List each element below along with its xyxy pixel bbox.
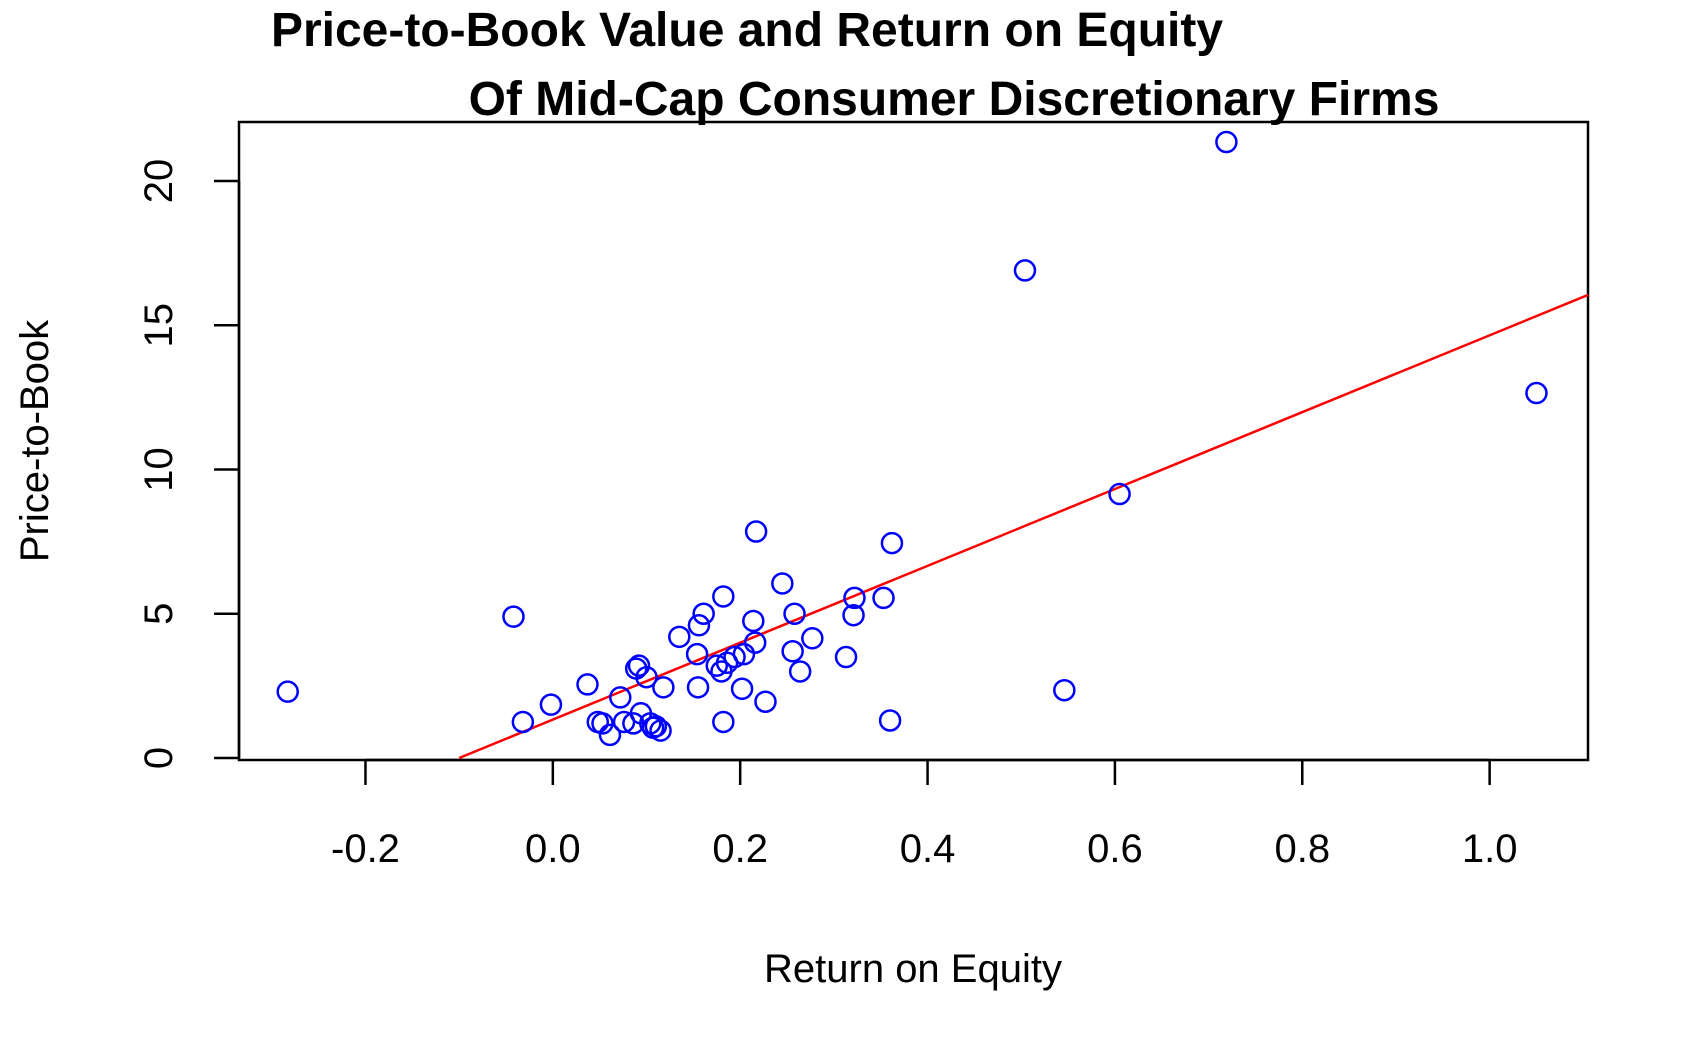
x-tick-label: 0.8 (1274, 827, 1330, 871)
plot-frame (237, 120, 1590, 762)
data-point (627, 654, 651, 677)
chart-title-line-2: Of Mid-Cap Consumer Discretionary Firms (469, 73, 1440, 126)
data-point (872, 586, 895, 610)
data-point (598, 723, 622, 747)
x-tick-label: 0.2 (712, 827, 768, 871)
data-point (692, 602, 715, 625)
data-point (635, 665, 658, 689)
data-point (754, 690, 777, 713)
data-point (276, 680, 299, 703)
data-point (771, 572, 794, 595)
data-point (539, 693, 563, 716)
data-point (1525, 381, 1548, 405)
points-layer (276, 130, 1548, 747)
y-axis-label: Price-to-Book (13, 319, 57, 562)
data-point (591, 712, 614, 735)
data-point (644, 715, 668, 738)
data-point (843, 586, 866, 610)
data-point (576, 673, 599, 696)
y-tick-label: 20 (137, 159, 181, 204)
y-tick-label: 15 (137, 303, 181, 348)
data-point (649, 719, 672, 742)
chart-title-line-1: Price-to-Book Value and Return on Equity (271, 4, 1223, 57)
y-tick-label: 0 (137, 747, 181, 769)
data-point (685, 642, 709, 666)
data-point (723, 645, 746, 669)
data-point (511, 710, 535, 734)
data-point (842, 603, 865, 627)
x-tick-label: 0.0 (525, 827, 581, 871)
y-axis: 0 5 10 15 20 (137, 159, 241, 769)
data-point (609, 686, 632, 709)
data-point (744, 520, 768, 543)
data-point (742, 609, 765, 633)
data-point (686, 676, 710, 699)
data-point (801, 627, 824, 650)
data-point (712, 710, 735, 734)
y-tick-label: 5 (137, 603, 181, 625)
regression-line (458, 293, 1589, 760)
data-point (712, 585, 735, 608)
data-point (834, 645, 858, 669)
data-point (788, 660, 812, 683)
data-point (1053, 678, 1076, 702)
data-point (1013, 259, 1037, 282)
x-axis-label: Return on Equity (764, 947, 1062, 991)
data-point (668, 625, 691, 649)
data-point (705, 654, 729, 677)
y-tick-label: 10 (137, 447, 181, 492)
data-point (1108, 482, 1131, 506)
data-point (783, 602, 806, 625)
data-point (878, 709, 902, 732)
x-tick-label: 1.0 (1462, 827, 1518, 871)
data-point (502, 605, 525, 628)
data-point (880, 531, 904, 555)
data-point (781, 640, 804, 663)
x-tick-label: 0.6 (1087, 827, 1143, 871)
regression-line-layer (458, 293, 1589, 760)
data-point (652, 676, 675, 699)
x-tick-label: 0.4 (900, 827, 956, 871)
x-axis: -0.2 0.0 0.2 0.4 0.6 0.8 1.0 (331, 758, 1518, 871)
data-point (687, 614, 711, 637)
data-point (1215, 130, 1238, 154)
data-point (743, 631, 767, 654)
data-point (732, 642, 756, 666)
x-tick-label: -0.2 (331, 827, 400, 871)
data-point (730, 677, 754, 701)
